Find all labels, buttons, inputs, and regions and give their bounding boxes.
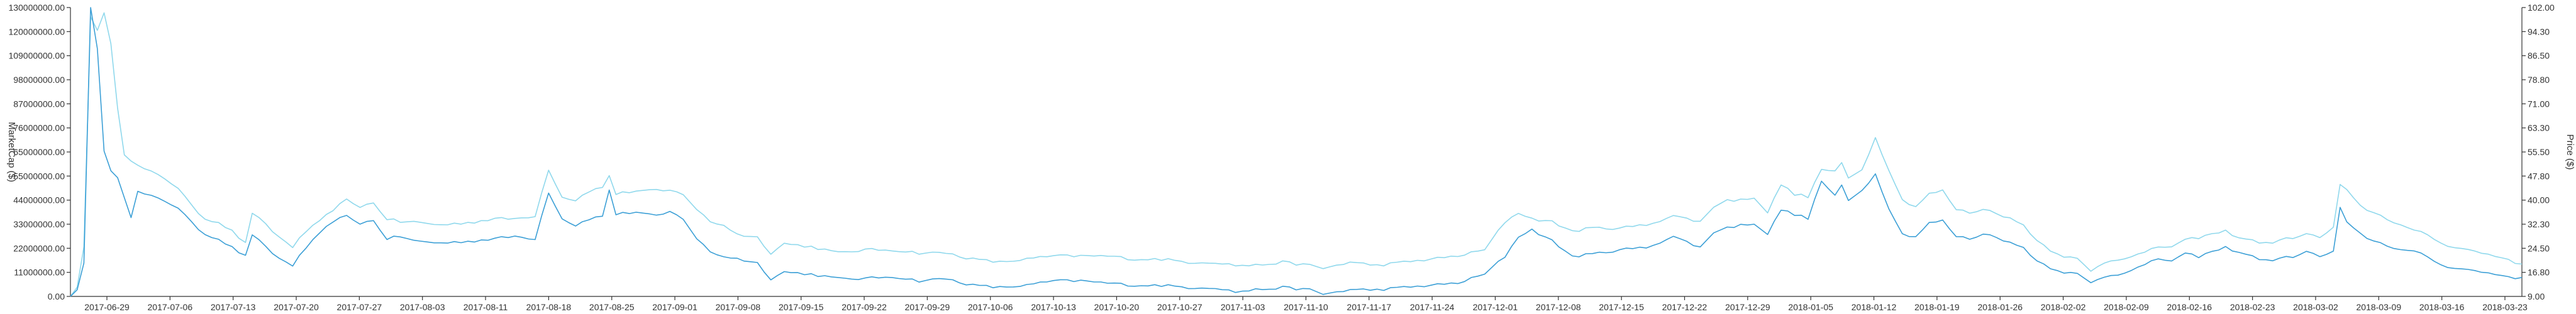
x-tick-label: 2017-10-27 [1157,302,1202,312]
x-tick-label: 2017-11-24 [1410,302,1455,312]
right-tick-label: 55.50 [2528,147,2550,157]
x-axis-ticks: 2017-06-29 2017-07-06 2017-07-13 2017-07-20… [84,296,2528,312]
x-tick-label: 2017-12-15 [1599,302,1644,312]
x-tick-label: 2017-07-20 [274,302,319,312]
x-tick-label: 2017-12-29 [1725,302,1770,312]
series-line-price [70,12,2523,297]
right-tick-label: 40.00 [2528,195,2550,205]
x-tick-label: 2017-11-17 [1347,302,1392,312]
left-y-axis-title: MarketCap ($) [6,122,17,182]
x-tick-label: 2017-10-13 [1031,302,1076,312]
x-tick-label: 2017-08-03 [400,302,445,312]
right-tick-label: 16.80 [2528,268,2550,278]
x-tick-label: 2018-02-23 [2230,302,2275,312]
x-tick-label: 2018-01-26 [1977,302,2023,312]
x-tick-label: 2017-12-08 [1536,302,1581,312]
x-tick-label: 2017-12-22 [1662,302,1707,312]
x-tick-label: 2018-01-12 [1852,302,1897,312]
right-tick-label: 86.50 [2528,51,2550,61]
series-line-marketcap [70,7,2523,297]
x-tick-label: 2018-02-02 [2041,302,2086,312]
right-tick-label: 78.80 [2528,75,2550,85]
right-tick-label: 24.50 [2528,243,2550,253]
x-tick-label: 2017-09-15 [779,302,824,312]
x-tick-label: 2018-01-19 [1914,302,1960,312]
left-tick-label: 55000000.00 [13,171,65,181]
right-tick-label: 94.30 [2528,26,2550,36]
x-tick-label: 2017-07-06 [148,302,193,312]
x-tick-label: 2018-03-09 [2357,302,2402,312]
x-tick-label: 2017-08-11 [464,302,508,312]
right-tick-label: 47.80 [2528,171,2550,181]
left-tick-label: 0.00 [48,291,65,301]
left-tick-label: 22000000.00 [13,243,65,253]
x-tick-label: 2017-12-01 [1473,302,1518,312]
x-tick-label: 2017-06-29 [84,302,130,312]
x-tick-label: 2018-03-23 [2482,302,2528,312]
left-tick-label: 98000000.00 [13,75,65,85]
x-tick-label: 2017-09-29 [905,302,950,312]
x-tick-label: 2018-02-09 [2104,302,2149,312]
x-tick-label: 2017-10-06 [968,302,1013,312]
x-tick-label: 2017-09-01 [652,302,697,312]
right-tick-label: 9.00 [2528,291,2545,301]
x-tick-label: 2017-07-27 [337,302,382,312]
x-tick-label: 2017-07-13 [211,302,256,312]
x-tick-label: 2017-10-20 [1094,302,1140,312]
right-y-axis-title: Price ($) [2565,134,2575,170]
left-tick-label: 87000000.00 [13,99,65,109]
x-tick-label: 2017-09-22 [841,302,887,312]
x-tick-label: 2017-11-03 [1221,302,1265,312]
right-tick-label: 71.00 [2528,99,2550,109]
x-tick-label: 2018-01-05 [1788,302,1833,312]
left-tick-label: 65000000.00 [13,147,65,157]
left-tick-label: 11000000.00 [14,268,65,278]
x-tick-label: 2018-02-16 [2167,302,2212,312]
x-tick-label: 2017-08-25 [589,302,635,312]
x-tick-label: 2017-08-18 [526,302,572,312]
x-tick-label: 2017-11-10 [1284,302,1328,312]
right-tick-label: 102.00 [2528,3,2555,13]
left-tick-label: 120000000.00 [8,26,65,36]
x-tick-label: 2018-03-02 [2293,302,2338,312]
x-tick-label: 2017-09-08 [716,302,761,312]
right-y-axis-ticks: 9.00 16.80 24.50 32.30 40.00 47.80 55.50 63.30 7… [2522,3,2555,301]
x-tick-label: 2018-03-16 [2419,302,2465,312]
left-tick-label: 109000000.00 [8,51,65,61]
series-layer [70,7,2523,297]
right-tick-label: 32.30 [2528,219,2550,229]
left-tick-label: 44000000.00 [13,195,65,205]
left-tick-label: 76000000.00 [13,123,65,133]
left-y-axis-ticks: 0.00 11000000.00 22000000.00 33000000.00 440… [8,3,70,301]
left-tick-label: 33000000.00 [13,219,65,229]
left-tick-label: 130000000.00 [8,3,65,13]
right-tick-label: 63.30 [2528,123,2550,133]
